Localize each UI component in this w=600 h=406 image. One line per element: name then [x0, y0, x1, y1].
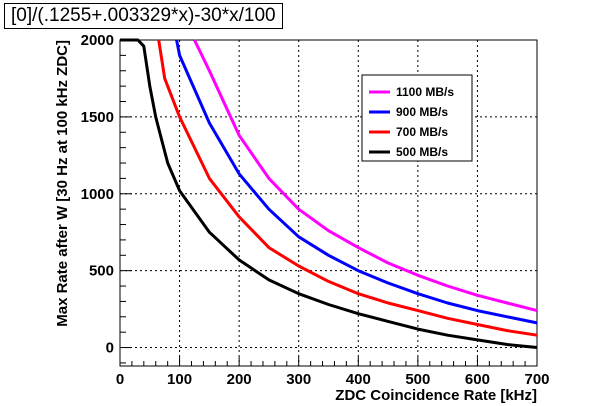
series-line: [157, 39, 538, 337]
x-tick-label: 600: [465, 371, 490, 388]
x-tick-label: 200: [227, 371, 252, 388]
chart-title: [0]/(.1255+.003329*x)-30*x/100: [4, 3, 283, 29]
x-tick-label: 300: [286, 371, 311, 388]
legend-entries: 1100 MB/s 900 MB/s 700 MB/s 500 MB/s: [369, 85, 454, 159]
y-tick-label: 2000: [81, 32, 114, 49]
legend-label: 1100 MB/s: [396, 85, 454, 99]
x-tick-label: 400: [346, 371, 371, 388]
legend-label: 900 MB/s: [396, 105, 448, 119]
y-tick-label: 1000: [81, 186, 114, 203]
legend: 1100 MB/s 900 MB/s 700 MB/s 500 MB/s: [361, 74, 473, 162]
y-tick-label: 1500: [81, 109, 114, 126]
y-axis-title: Max Rate after W [30 Hz at 100 kHz ZDC]: [54, 40, 71, 327]
x-tick-label: 700: [524, 371, 549, 388]
series-line: [175, 39, 538, 325]
x-tick-label: 100: [167, 371, 192, 388]
legend-label: 500 MB/s: [396, 145, 448, 159]
x-tick-label: 500: [405, 371, 430, 388]
legend-box: [361, 74, 473, 162]
x-axis-title: ZDC Coincidence Rate [kHz]: [335, 387, 537, 404]
series-line: [120, 38, 538, 349]
y-tick-label: 500: [89, 263, 114, 280]
legend-label: 700 MB/s: [396, 125, 448, 139]
axis-ticks: 0 100 200 300 400 500 600 700 0 500 1000 1500 2000: [81, 32, 550, 388]
series-line: [193, 39, 538, 313]
series-lines: [120, 38, 538, 349]
plot-frame: [119, 39, 538, 367]
y-tick-label: 0: [106, 340, 114, 357]
grid-lines: [120, 40, 537, 366]
x-tick-label: 0: [116, 371, 124, 388]
